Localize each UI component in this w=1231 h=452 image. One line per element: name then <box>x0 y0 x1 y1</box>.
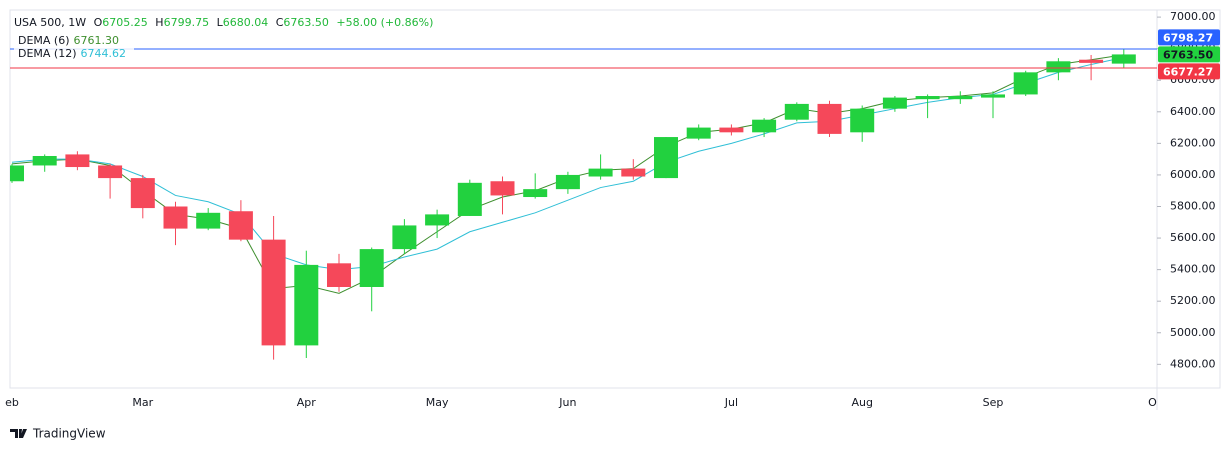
candle-body <box>1079 59 1104 63</box>
candle-body <box>392 225 417 250</box>
candle-body <box>1046 61 1071 73</box>
candle-body <box>10 165 24 182</box>
x-tick-label: Mar <box>132 396 153 409</box>
candle-body <box>850 108 875 133</box>
change: +58.00 (+0.86%) <box>336 16 434 29</box>
candle-body <box>523 189 548 198</box>
x-tick-label: Aug <box>851 396 872 409</box>
candle-body <box>817 103 842 134</box>
price-label-box <box>1158 29 1220 46</box>
candle-body <box>784 103 809 120</box>
legend-name: DEMA (6) <box>18 34 70 47</box>
y-tick-label: 7000.00 <box>1170 10 1216 23</box>
candle-body <box>65 154 90 168</box>
y-tick-label: 6200.00 <box>1170 136 1216 149</box>
candle-body <box>359 249 384 287</box>
ohlc-value: 6799.75 <box>163 16 210 29</box>
candle-body <box>425 214 450 226</box>
legend-value: 6744.62 <box>80 47 127 60</box>
y-tick-label: 6400.00 <box>1170 105 1216 118</box>
brand: TradingView <box>32 427 106 441</box>
candle-body <box>948 96 973 100</box>
candle-body <box>752 119 777 133</box>
candle-body <box>130 178 155 209</box>
price-label: 6677.27 <box>1163 65 1213 78</box>
ohlc-value: 6763.50 <box>283 16 329 29</box>
legend-row: DEMA (12) 6744.62 <box>14 47 135 60</box>
price-label: 6798.27 <box>1163 31 1213 44</box>
candle-body <box>555 174 580 190</box>
x-tick-label: Jul <box>724 396 738 409</box>
indicator-legend: DEMA (6) 6761.30 DEMA (12) 6744.62 <box>14 34 135 60</box>
plot-frame <box>9 9 1221 389</box>
ohlc-key: H <box>155 16 164 29</box>
candle-body <box>588 168 613 177</box>
y-tick-label: 5600.00 <box>1170 231 1216 244</box>
legend-row: DEMA (6) 6761.30 <box>14 34 128 47</box>
candle-body <box>981 94 1005 98</box>
candle-body <box>261 239 286 346</box>
x-tick-label: O <box>1148 396 1157 409</box>
y-tick-label: 5400.00 <box>1170 263 1216 276</box>
y-tick-label: 6000.00 <box>1170 168 1216 181</box>
legend-value: 6761.30 <box>73 34 120 47</box>
x-tick-label: Sep <box>983 396 1004 409</box>
candle-body <box>228 211 253 240</box>
symbol: USA 500, 1W <box>14 16 87 29</box>
candle-body <box>915 96 940 100</box>
y-tick-label: 5800.00 <box>1170 199 1216 212</box>
ohlc-legend: USA 500, 1W O6705.25 H6799.75 L6680.04 C… <box>14 16 437 29</box>
candle-body <box>1013 72 1038 95</box>
y-tick-label: 5200.00 <box>1170 294 1216 307</box>
candle-body <box>719 127 744 133</box>
price-label-box <box>1158 63 1220 80</box>
candle-body <box>98 165 123 179</box>
candle-body <box>490 181 515 196</box>
candle-body <box>621 168 646 177</box>
candle-body <box>457 182 482 216</box>
ohlc-key: O <box>93 16 103 29</box>
ohlc-key: L <box>216 16 223 29</box>
price-label-box <box>1158 46 1220 63</box>
ohlc-value: 6705.25 <box>102 16 148 29</box>
indicator-line <box>11 56 1124 271</box>
ohlc-key: C <box>275 16 284 29</box>
price-label: 6763.50 <box>1163 48 1213 61</box>
candle-body <box>686 127 711 139</box>
logo <box>10 429 27 438</box>
candle-body <box>327 263 351 287</box>
ohlc-value: 6680.04 <box>222 16 269 29</box>
candle-body <box>196 212 221 229</box>
y-tick-label: 4800.00 <box>1170 357 1216 370</box>
x-tick-label: Apr <box>297 396 317 409</box>
candle-body <box>32 155 57 166</box>
x-tick-label: Jun <box>558 396 576 409</box>
candle-body <box>1111 54 1136 64</box>
plot <box>10 48 1136 360</box>
y-tick-label: 5000.00 <box>1170 326 1216 339</box>
candle-body <box>163 206 188 229</box>
x-tick-label: eb <box>5 396 19 409</box>
x-tick-label: May <box>426 396 449 409</box>
legend-name: DEMA (12) <box>18 47 77 60</box>
candle-body <box>882 97 907 109</box>
candle-body <box>294 264 319 346</box>
candle-body <box>654 137 678 179</box>
